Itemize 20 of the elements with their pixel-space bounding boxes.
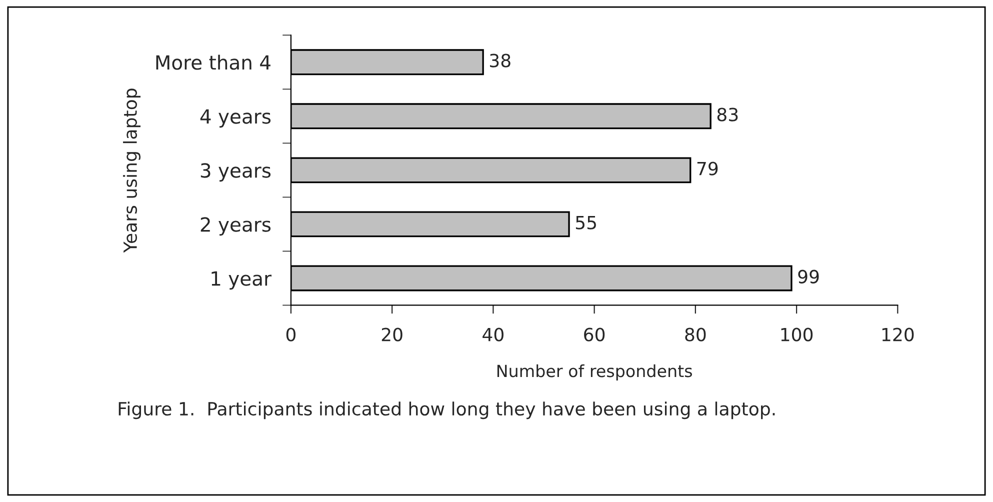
x-tick-label: 0 [286,328,296,342]
x-tick-label: 60 [584,328,605,342]
x-tick-label: 40 [482,328,504,342]
y-tick-label: 4 years [200,109,271,128]
y-tick-label: 1 year [212,271,272,290]
data-label: 79 [697,162,718,176]
x-tick-label: 20 [382,328,402,342]
x-tick-label: 120 [882,328,914,342]
data-label: 99 [798,270,819,284]
data-label: 38 [490,54,510,68]
y-tick-label: 3 years [200,163,271,182]
x-tick-label: 100 [781,328,813,342]
caption: Figure 1. Participants indicated how long they have been using a laptop. [118,402,775,420]
data-label: 55 [576,216,596,230]
y-tick-label: 2 years [200,217,271,236]
y-tick-label: More than 4 [156,54,270,70]
y-axis-title: Years using laptop [123,88,141,253]
x-axis-title: Number of respondents [497,364,692,380]
x-tick-label: 80 [685,328,706,342]
data-label: 83 [717,108,738,122]
